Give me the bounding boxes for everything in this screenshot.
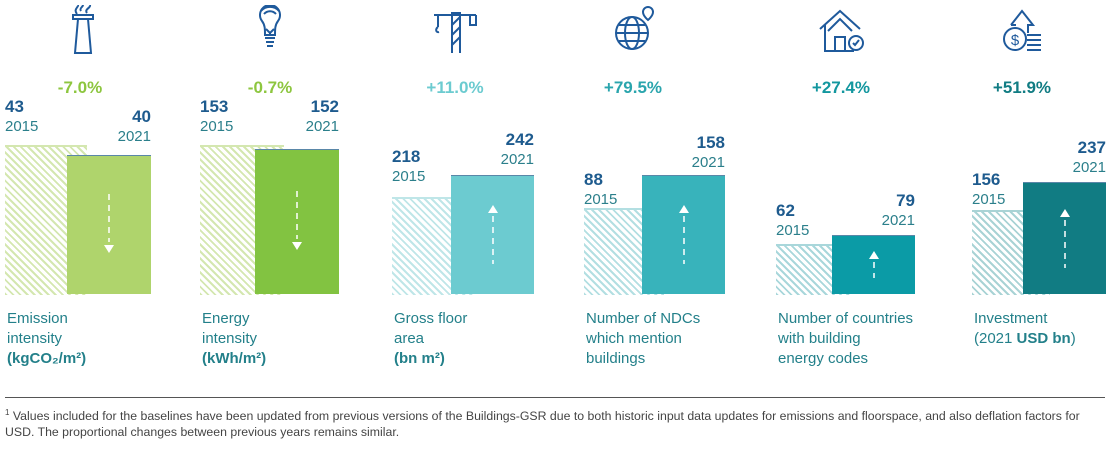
indicator-label: Number of NDCs which mention buildings: [586, 309, 766, 369]
year-2015: 2015: [972, 191, 1006, 208]
percent-change: +51.9%: [992, 78, 1052, 97]
globe-pins-icon: [608, 5, 658, 55]
label-line: Gross floor: [394, 310, 468, 327]
value-2021: 79: [896, 191, 915, 210]
percent-change: +11.0%: [426, 78, 484, 97]
year-2015: 2015: [5, 118, 39, 135]
unit-suffix: ): [1070, 330, 1076, 347]
arrow-up-icon: [678, 204, 690, 264]
label-line: Energy: [202, 310, 250, 327]
unit: (kgCO₂/m²): [7, 350, 87, 367]
indicator-label: Gross floor area (bn m²): [394, 309, 574, 369]
money-coins-up-icon: $: [997, 5, 1047, 55]
value-2015: 62: [776, 201, 795, 220]
label-line: intensity: [7, 330, 63, 347]
label-line: Number of countries: [778, 310, 914, 327]
indicator-label: Emission intensity (kgCO₂/m²): [7, 309, 187, 369]
year-2021: 2021: [305, 118, 339, 135]
bar-2021: [1023, 182, 1106, 294]
label-line: intensity: [202, 330, 258, 347]
percent-change: +79.5%: [603, 78, 663, 97]
footnote-marker: 1: [5, 408, 10, 417]
unit: (bn m²): [394, 350, 445, 367]
arrow-down-icon: [291, 191, 303, 251]
value-2021: 237: [1077, 138, 1106, 157]
bar-2021: [255, 149, 339, 294]
arrow-down-icon: [103, 194, 115, 254]
percent-change: +27.4%: [811, 78, 871, 97]
footnote-divider: [5, 397, 1105, 398]
label-line: Number of NDCs: [586, 310, 701, 327]
year-2015: 2015: [200, 118, 234, 135]
value-2015: 88: [584, 170, 603, 189]
year-2015: 2015: [392, 168, 426, 185]
footnote-text: Values included for the baselines have b…: [5, 409, 1080, 440]
bar-2021: [67, 155, 151, 294]
unit-label: (kWh/m²): [202, 349, 382, 369]
lightbulb-icon: [245, 4, 295, 55]
svg-text:$: $: [1011, 32, 1020, 49]
year-2021: 2021: [691, 154, 725, 171]
house-check-icon: [816, 5, 866, 55]
unit: (kWh/m²): [202, 350, 267, 367]
indicator-label: Energy intensity (kWh/m²): [202, 309, 382, 369]
value-2015: 156: [972, 170, 1001, 189]
year-2021: 2021: [500, 151, 534, 168]
arrow-up-icon: [868, 250, 880, 278]
value-2021: 152: [310, 97, 339, 116]
percent-change: -7.0%: [57, 78, 103, 97]
unit-label: (2021 USD bn): [974, 329, 1110, 349]
year-2015: 2015: [584, 191, 618, 208]
value-2021: 158: [696, 133, 725, 152]
value-2015: 43: [5, 97, 24, 116]
value-2021: 40: [132, 107, 151, 126]
bar-2021: [451, 175, 534, 294]
unit-label: (kgCO₂/m²): [7, 349, 187, 369]
label-line: Investment: [974, 310, 1048, 327]
year-2015: 2015: [776, 222, 810, 239]
label-line: with building: [778, 330, 861, 347]
chimney-smoke-icon: [55, 4, 105, 55]
value-2021: 242: [505, 130, 534, 149]
year-2021: 2021: [881, 212, 915, 229]
indicator-label: Number of countries with building energy c…: [778, 309, 958, 369]
unit-prefix: (2021: [974, 330, 1017, 347]
unit: USD bn: [1016, 330, 1071, 347]
arrow-up-icon: [1059, 208, 1071, 268]
year-2021: 2021: [1072, 159, 1106, 176]
bar-2021: [642, 175, 725, 294]
label-line: which mention: [586, 330, 682, 347]
construction-crane-icon: [430, 5, 480, 55]
percent-change: -0.7%: [247, 78, 293, 97]
arrow-up-icon: [487, 204, 499, 264]
value-2015: 153: [200, 97, 229, 116]
value-2015: 218: [392, 147, 421, 166]
indicator-label: Investment (2021 USD bn): [974, 309, 1110, 349]
label-line: Emission: [7, 310, 68, 327]
label-line: energy codes: [778, 350, 869, 367]
label-line: buildings: [586, 350, 646, 367]
year-2021: 2021: [117, 128, 151, 145]
label-line: area: [394, 330, 425, 347]
footnote: 1 Values included for the baselines have…: [5, 405, 1105, 440]
unit-label: (bn m²): [394, 349, 574, 369]
